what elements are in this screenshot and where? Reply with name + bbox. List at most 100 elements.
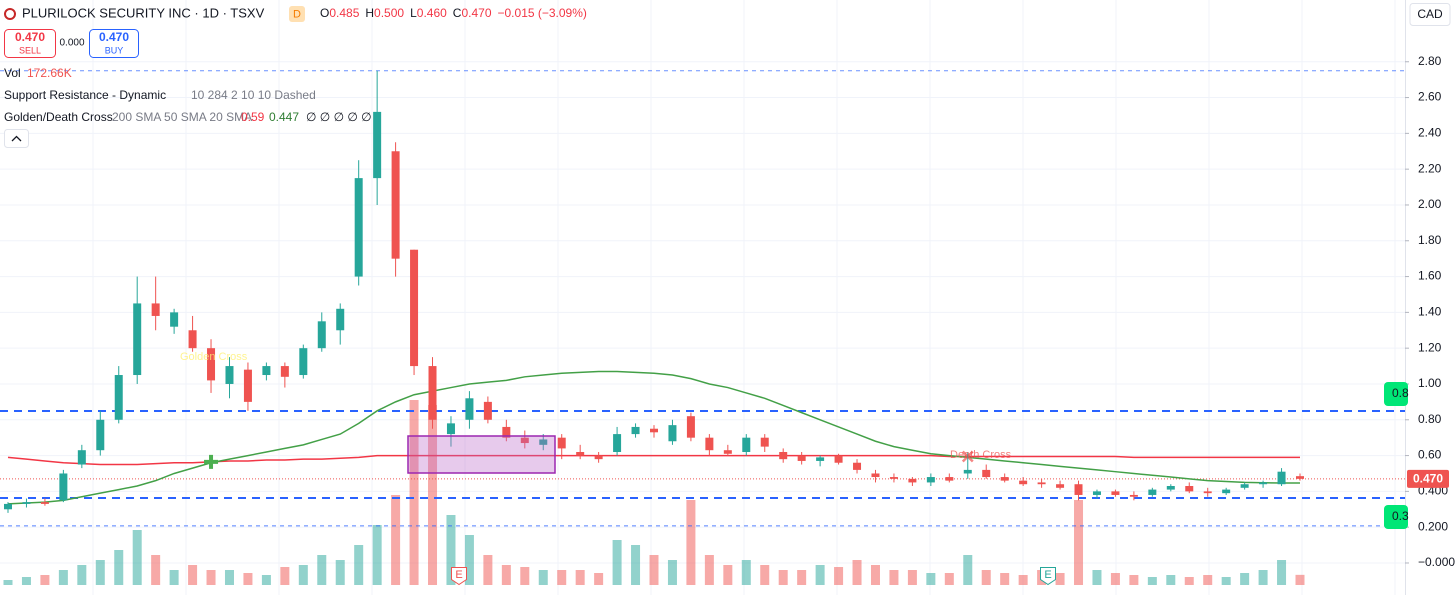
volume-bar xyxy=(760,565,770,585)
candle-body xyxy=(446,423,455,435)
y-tick-label: 1.80 xyxy=(1418,233,1442,247)
quote-value: 0.500 xyxy=(374,6,404,20)
earnings-label[interactable]: E xyxy=(1044,569,1051,581)
volume-bar xyxy=(963,555,973,585)
candle-body xyxy=(262,366,271,376)
sell-price[interactable]: 0.470 xyxy=(15,30,45,44)
spread: 0.000 xyxy=(59,38,84,49)
volume-bar xyxy=(261,575,271,585)
candle-body xyxy=(760,437,769,447)
quote-key: H xyxy=(365,6,374,20)
volume-bar xyxy=(1055,573,1065,585)
candle-body xyxy=(926,477,935,483)
volume-bar xyxy=(391,495,401,585)
volume-bar xyxy=(834,567,844,585)
level-badge xyxy=(1384,505,1408,529)
volume-bar xyxy=(1018,575,1028,585)
y-tick-label: 1.00 xyxy=(1418,376,1442,390)
volume-bar xyxy=(667,560,677,585)
volume-bar xyxy=(852,560,862,585)
volume-bar xyxy=(151,555,161,585)
sell-label[interactable]: SELL xyxy=(19,45,41,55)
buy-price[interactable]: 0.470 xyxy=(99,30,129,44)
candle-body xyxy=(373,111,382,179)
candle-body xyxy=(1111,491,1120,495)
volume-bar xyxy=(612,540,622,585)
volume-bar xyxy=(944,573,954,585)
candle-body xyxy=(1296,476,1304,479)
ma-line xyxy=(7,370,1300,505)
candle-body xyxy=(114,375,123,420)
volume-bar xyxy=(797,570,807,585)
volume-bar xyxy=(1258,570,1268,585)
y-tick-label: 1.40 xyxy=(1418,305,1442,319)
candle-body xyxy=(557,437,566,449)
buy-button[interactable] xyxy=(89,29,139,58)
indicator-name[interactable]: Support Resistance - Dynamic xyxy=(4,88,166,102)
volume-bar xyxy=(1277,560,1287,585)
candle-body xyxy=(723,450,732,454)
buy-label[interactable]: BUY xyxy=(105,45,124,55)
volume-bar xyxy=(77,565,87,585)
sell-button[interactable] xyxy=(4,29,56,58)
y-tick-label: 2.40 xyxy=(1418,126,1442,140)
candle-body xyxy=(945,477,954,481)
candle-body xyxy=(4,503,12,510)
candle-body xyxy=(1240,484,1249,488)
earnings-label[interactable]: E xyxy=(455,569,462,581)
volume-bar xyxy=(95,560,105,585)
death-cross-label: Death Cross xyxy=(950,449,1012,461)
candle-body xyxy=(686,416,695,438)
y-tick-label: 0.80 xyxy=(1418,412,1442,426)
indicator-name[interactable]: Vol xyxy=(4,66,21,80)
volume-bar xyxy=(1074,500,1084,585)
candle-body xyxy=(1092,491,1101,495)
volume-bar xyxy=(317,555,327,585)
indicator-value: 172.66K xyxy=(27,66,72,80)
quote-key: L xyxy=(410,6,417,20)
candle-body xyxy=(299,348,308,376)
ma-line xyxy=(7,454,1300,466)
volume-bar xyxy=(372,525,382,585)
candle-body xyxy=(465,398,474,420)
currency-box[interactable] xyxy=(1409,3,1451,26)
earnings-marker[interactable]: E xyxy=(1040,567,1056,586)
candle-body xyxy=(631,426,640,435)
currency[interactable]: CAD xyxy=(1417,7,1443,21)
volume-bar xyxy=(446,515,456,585)
candle-body xyxy=(853,462,862,470)
candle-body xyxy=(650,428,658,433)
earnings-marker[interactable]: E xyxy=(451,567,467,586)
volume-bar xyxy=(1129,575,1139,585)
candle-body xyxy=(668,425,677,442)
volume-bar xyxy=(1295,574,1305,585)
candle-body xyxy=(1000,477,1009,481)
collapse-icon[interactable] xyxy=(11,135,22,142)
quote-key: O xyxy=(320,6,329,20)
candle-body xyxy=(391,151,400,259)
volume-bar xyxy=(428,405,438,585)
golden-cross-label: Golden Cross xyxy=(180,351,248,363)
candle-body xyxy=(1037,482,1046,485)
candle-body xyxy=(225,366,234,384)
volume-bar xyxy=(1240,573,1250,585)
candle-body xyxy=(243,369,252,402)
indicator-params: 200 SMA 50 SMA 20 SMA xyxy=(112,110,252,124)
indicator-name[interactable]: Golden/Death Cross xyxy=(4,110,113,124)
golden-cross-marker xyxy=(204,454,219,469)
collapse-button[interactable] xyxy=(4,129,29,148)
candle-body xyxy=(889,477,898,479)
candle-body xyxy=(705,437,714,451)
candle-body xyxy=(908,478,917,483)
y-tick-label: 2.20 xyxy=(1418,161,1442,175)
volume-bar xyxy=(575,570,585,585)
logo xyxy=(4,8,16,20)
volume-bar xyxy=(1092,570,1102,585)
volume-bar xyxy=(335,560,345,585)
candle-body xyxy=(520,437,529,444)
quote-value: 0.460 xyxy=(417,6,447,20)
candle-body xyxy=(22,502,31,504)
candle-body xyxy=(576,451,585,456)
candle-body xyxy=(871,473,880,478)
